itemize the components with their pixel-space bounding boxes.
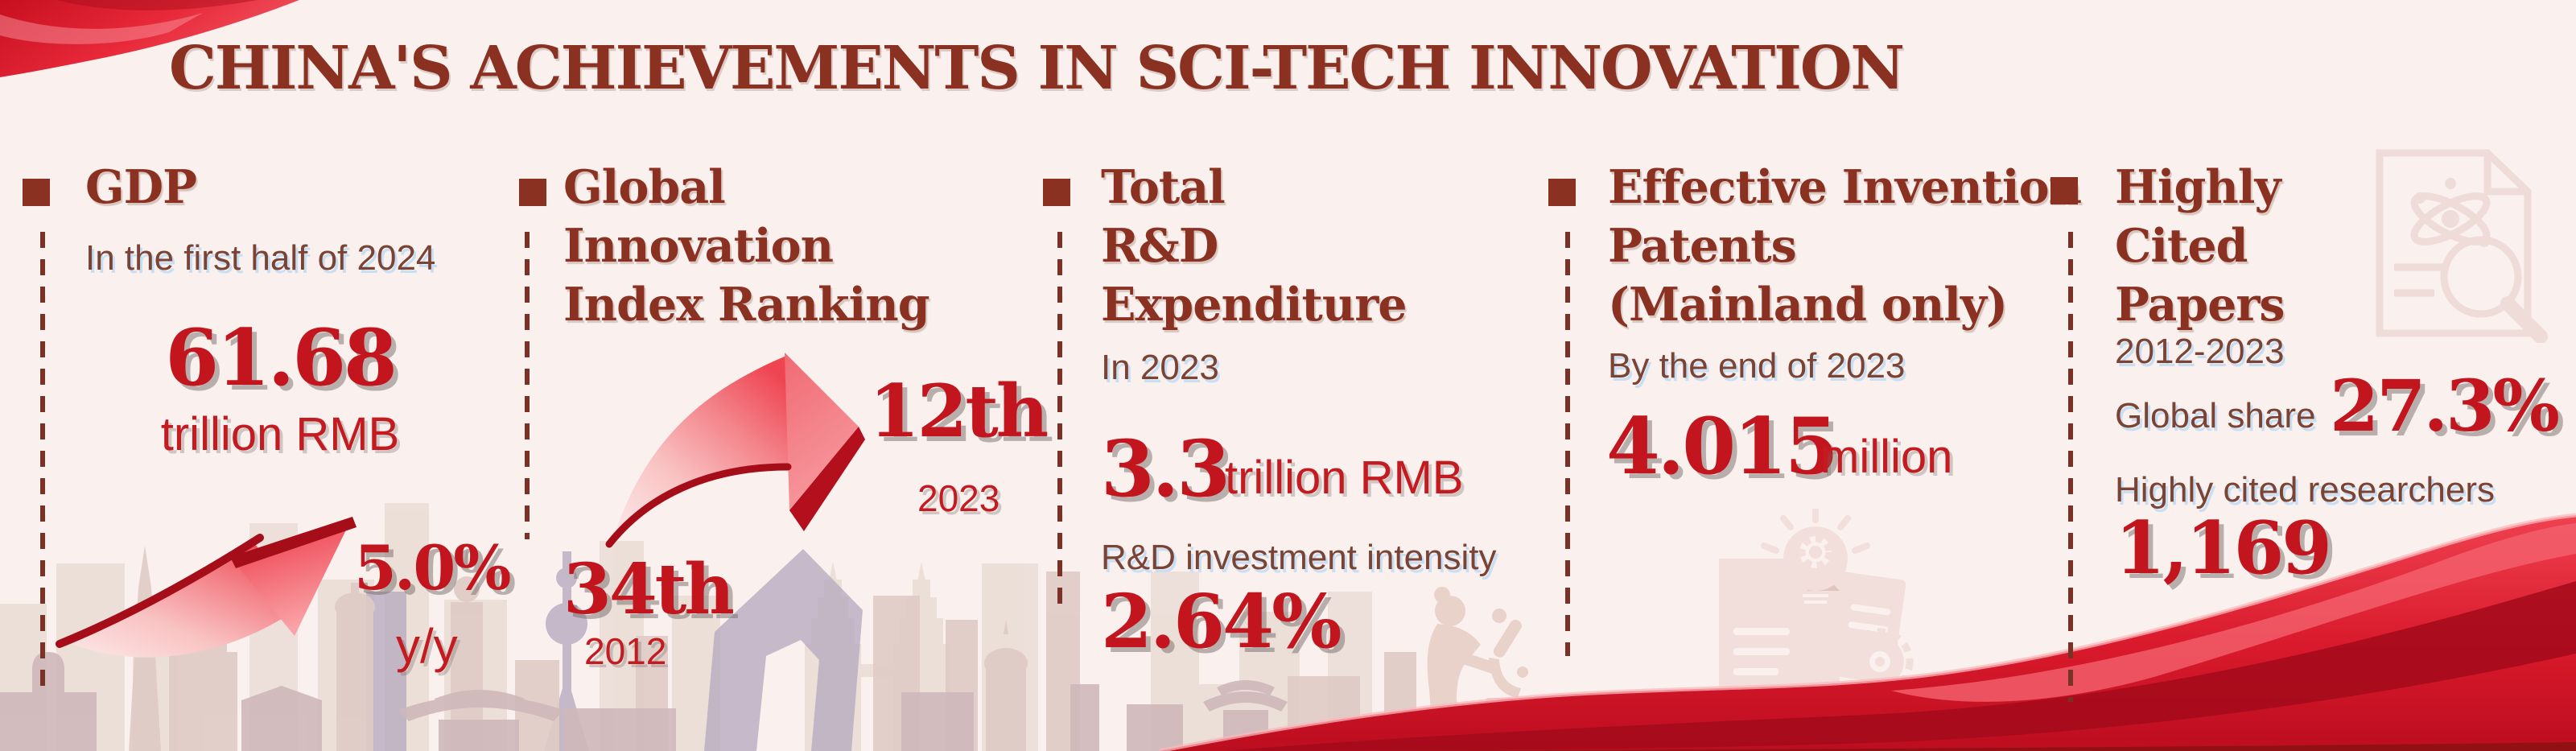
stat-value: 61.68	[165, 312, 398, 403]
share-value: 27.3%	[2330, 364, 2560, 448]
patent-certificate-icon	[1719, 509, 1914, 718]
rank-up-arrow-icon	[605, 353, 865, 548]
researchers-label: Highly cited researchers	[2115, 470, 2495, 510]
rank-current: 12th	[869, 369, 1049, 454]
column-heading-line: Total	[1101, 160, 1226, 214]
column-heading-line: Index Ranking	[563, 278, 930, 332]
stat-unit: million	[1820, 431, 1953, 483]
intensity-value: 2.64%	[1101, 578, 1342, 665]
researchers-value: 1,169	[2115, 505, 2332, 591]
square-bullet-icon	[1043, 179, 1070, 206]
rank-previous-year: 2012	[584, 630, 667, 672]
column-heading-line: (Mainland only)	[1608, 278, 2008, 332]
column-heading-line: Innovation	[563, 219, 834, 273]
column-heading-line: Patents	[1608, 219, 1797, 273]
stat-period: 2012-2023	[2115, 332, 2285, 371]
growth-value: 5.0%	[354, 532, 511, 604]
column-heading-line: R&D	[1101, 219, 1218, 273]
page-title: CHINA'S ACHIEVEMENTS IN SCI-TECH INNOVAT…	[169, 34, 1905, 103]
column-heading-line: Papers	[2115, 278, 2285, 332]
stat-period: In 2023	[1101, 348, 1219, 387]
rank-previous: 34th	[563, 549, 735, 630]
stat-period: By the end of 2023	[1608, 346, 1906, 386]
square-bullet-icon	[2050, 177, 2078, 204]
column-separator	[2068, 232, 2073, 702]
column-heading-line: Global	[563, 160, 726, 214]
column-heading-line: Highly	[2115, 160, 2281, 214]
column-separator	[1565, 232, 1570, 656]
square-bullet-icon	[23, 179, 50, 206]
rank-current-year: 2023	[917, 477, 1000, 519]
column-heading-line: GDP	[85, 160, 197, 214]
stat-period: In the first half of 2024	[85, 238, 436, 278]
intensity-label: R&D investment intensity	[1101, 538, 1497, 577]
growth-arrow-icon	[56, 517, 357, 658]
share-label: Global share	[2115, 396, 2316, 435]
column-heading-line: Cited	[2115, 219, 2248, 273]
column-separator	[1057, 232, 1062, 605]
column-separator	[525, 232, 530, 539]
stat-value: 3.3	[1101, 423, 1230, 514]
researcher-microscope-icon	[1427, 587, 1535, 737]
column-heading-line: Expenditure	[1101, 278, 1408, 332]
growth-label: y/y	[396, 619, 458, 673]
stat-unit: trillion RMB	[1225, 452, 1464, 504]
square-bullet-icon	[519, 179, 546, 206]
square-bullet-icon	[1548, 179, 1576, 206]
stat-value: 4.015	[1606, 401, 1839, 492]
column-heading-line: Effective Invention	[1608, 160, 2082, 214]
paper-magnifier-icon	[2376, 149, 2548, 343]
stat-unit: trillion RMB	[160, 408, 400, 460]
column-separator	[40, 232, 45, 686]
